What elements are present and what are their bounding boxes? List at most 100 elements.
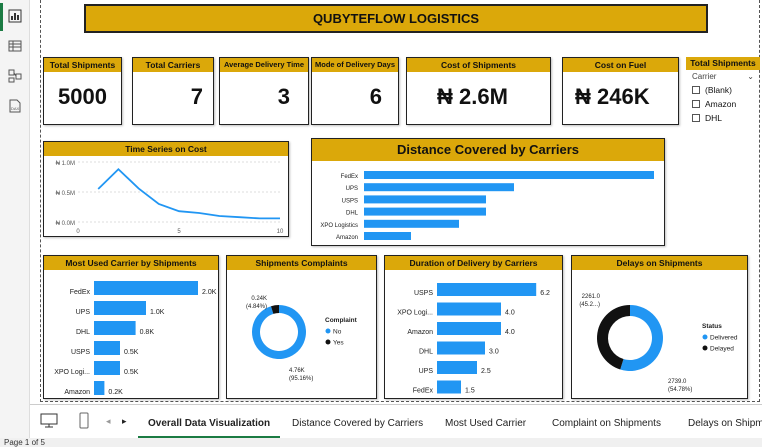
time-series-chart: ₦ 0.0M ₦ 0.5M ₦ 1.0M 0 5 10 xyxy=(56,161,284,235)
category-label: FedEx xyxy=(70,289,91,296)
bar xyxy=(364,195,486,204)
kpi-value: ₦ 2.6M xyxy=(437,84,508,109)
slicer-option[interactable]: DHL xyxy=(686,111,760,123)
category-label: Amazon xyxy=(64,389,90,396)
data-label: 0.5K xyxy=(124,349,139,356)
bar xyxy=(364,207,486,216)
legend-title: Complaint xyxy=(325,317,358,324)
data-label: 2261.0 xyxy=(582,294,601,300)
data-label: 0.24K xyxy=(251,296,267,302)
x-tick-label: 0 xyxy=(76,229,80,235)
svg-text:DAX: DAX xyxy=(11,106,20,111)
bar xyxy=(437,341,485,355)
chart-title: Shipments Complaints xyxy=(227,256,376,270)
active-indicator xyxy=(0,3,3,31)
category-label: XPO Logistics xyxy=(320,223,358,229)
donut-slice xyxy=(620,305,663,371)
bar xyxy=(94,341,120,355)
chevron-right-icon[interactable]: ▸ xyxy=(122,416,127,426)
data-label: 0.2K xyxy=(108,389,123,396)
legend-label: Yes xyxy=(333,340,344,347)
delays-card[interactable]: Delays on Shipments Status Delivered Delay… xyxy=(571,255,748,399)
report-view-icon[interactable] xyxy=(7,8,23,24)
chevron-left-icon[interactable]: ◂ xyxy=(106,416,111,426)
bar xyxy=(437,302,501,316)
tab-complaints[interactable]: Complaint on Shipments xyxy=(552,418,661,429)
chevron-down-icon[interactable]: ⌄ xyxy=(747,72,754,81)
kpi-value: ₦ 246K xyxy=(575,84,650,109)
kpi-label: Average Delivery Time xyxy=(220,58,308,72)
bar xyxy=(94,361,120,375)
report-title: QUBYTEFLOW LOGISTICS xyxy=(84,4,708,33)
data-label: 4.0 xyxy=(505,310,515,317)
bar xyxy=(94,321,136,335)
checkbox[interactable] xyxy=(692,100,700,108)
y-tick-label: ₦ 1.0M xyxy=(56,161,75,167)
tab-overall[interactable]: Overall Data Visualization xyxy=(138,409,281,439)
status-bar: Page 1 of 5 xyxy=(0,438,762,447)
category-label: FedEx xyxy=(413,388,434,395)
checkbox[interactable] xyxy=(692,86,700,94)
kpi-mode-of-delivery-days[interactable]: Mode of Delivery Days 6 xyxy=(311,57,399,125)
kpi-label: Mode of Delivery Days xyxy=(312,58,398,72)
distance-chart: FedEx UPS USPS DHL XPO Logistics Amazon xyxy=(320,171,654,241)
kpi-total-carriers[interactable]: Total Carriers 7 xyxy=(132,57,214,125)
slicer-option-label: DHL xyxy=(705,113,723,123)
kpi-cost-on-fuel[interactable]: Cost on Fuel ₦ 246K xyxy=(562,57,679,125)
data-label: (4.84%) xyxy=(246,304,267,310)
tab-most-used[interactable]: Most Used Carrier xyxy=(445,418,527,429)
x-tick-label: 10 xyxy=(277,229,284,235)
slicer-option[interactable]: (Blank) xyxy=(686,83,760,97)
category-label: FedEx xyxy=(341,174,358,180)
data-label: 6.2 xyxy=(540,290,550,297)
data-label: 3.0 xyxy=(489,349,499,356)
legend-marker xyxy=(702,345,708,351)
dax-query-icon[interactable]: DAX xyxy=(7,98,23,114)
category-label: DHL xyxy=(76,329,90,336)
category-label: UPS xyxy=(346,186,358,192)
data-label: 1.0K xyxy=(150,309,165,316)
category-label: USPS xyxy=(71,349,90,356)
duration-chart: USPS 6.2 XPO Logi... 4.0 Amazon 4.0 DHL 3.0 UPS 2… xyxy=(397,283,550,395)
carrier-slicer[interactable]: Total Shipments Carrier ⌄ (Blank) Amazon … xyxy=(686,57,760,123)
slicer-option-label: Amazon xyxy=(705,99,737,109)
bar xyxy=(94,381,105,395)
data-label: (95.16%) xyxy=(289,376,313,382)
chart-title: Time Series on Cost xyxy=(44,142,288,156)
kpi-cost-of-shipments[interactable]: Cost of Shipments ₦ 2.6M xyxy=(406,57,551,125)
distance-card[interactable]: Distance Covered by Carriers FedEx UPS USP… xyxy=(311,138,665,246)
time-series-card[interactable]: Time Series on Cost ₦ 0.0M ₦ 0.5M ₦ 1.0M 0 5… xyxy=(43,141,289,237)
kpi-value: 6 xyxy=(369,84,382,109)
slicer-option[interactable]: Amazon xyxy=(686,97,760,111)
data-label: 2.5 xyxy=(481,368,491,375)
donut-slice xyxy=(270,305,279,314)
tab-distance[interactable]: Distance Covered by Carriers xyxy=(292,418,424,429)
desktop-layout-icon[interactable] xyxy=(40,413,58,429)
phone-layout-icon[interactable] xyxy=(78,412,90,430)
slicer-option-label: (Blank) xyxy=(705,85,732,95)
category-label: DHL xyxy=(419,349,433,356)
table-view-icon[interactable] xyxy=(7,38,23,54)
slicer-title: Total Shipments xyxy=(686,57,760,70)
tab-delays[interactable]: Delays on Shipme xyxy=(688,418,762,429)
most-used-chart: FedEx 2.0K UPS 1.0K DHL 0.8K USPS 0.5K XPO Logi.… xyxy=(54,281,217,396)
most-used-carrier-card[interactable]: Most Used Carrier by Shipments FedEx 2.0K… xyxy=(43,255,219,399)
kpi-value: 3 xyxy=(277,84,290,109)
checkbox[interactable] xyxy=(692,114,700,122)
duration-card[interactable]: Duration of Delivery by Carriers USPS 6.2… xyxy=(384,255,563,399)
data-label: (45.2...) xyxy=(579,302,600,308)
model-view-icon[interactable] xyxy=(7,68,23,84)
kpi-total-shipments[interactable]: Total Shipments 5000 xyxy=(43,57,122,125)
category-label: Amazon xyxy=(407,329,433,336)
slicer-field[interactable]: Carrier ⌄ xyxy=(686,70,760,83)
data-label: 2739.0 xyxy=(668,379,687,385)
complaints-card[interactable]: Shipments Complaints Complaint No Yes 4.76K… xyxy=(226,255,377,399)
kpi-average-delivery-time[interactable]: Average Delivery Time 3 xyxy=(219,57,309,125)
kpi-label: Cost on Fuel xyxy=(563,58,678,72)
bar xyxy=(437,361,477,374)
kpi-label: Total Shipments xyxy=(44,58,121,72)
category-label: XPO Logi... xyxy=(397,310,433,317)
legend-label: No xyxy=(333,329,342,336)
bar xyxy=(437,283,537,296)
category-label: UPS xyxy=(419,368,434,375)
